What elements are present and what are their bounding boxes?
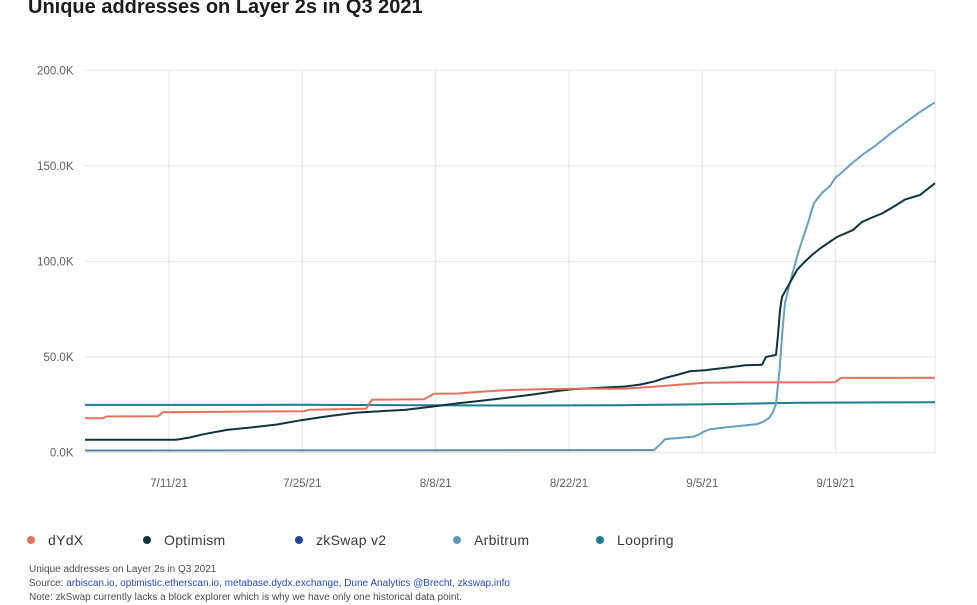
svg-text:9/19/21: 9/19/21: [817, 478, 855, 490]
svg-text:8/22/21: 8/22/21: [550, 478, 588, 490]
svg-text:7/11/21: 7/11/21: [150, 478, 188, 490]
svg-text:100.0K: 100.0K: [37, 256, 74, 268]
svg-text:9/5/21: 9/5/21: [686, 478, 718, 490]
svg-text:150.0K: 150.0K: [37, 161, 74, 173]
svg-text:200.0K: 200.0K: [37, 65, 74, 77]
svg-text:50.0K: 50.0K: [43, 352, 73, 364]
svg-text:8/8/21: 8/8/21: [420, 478, 452, 490]
svg-text:7/25/21: 7/25/21: [283, 478, 321, 490]
svg-text:0.0K: 0.0K: [50, 447, 74, 459]
